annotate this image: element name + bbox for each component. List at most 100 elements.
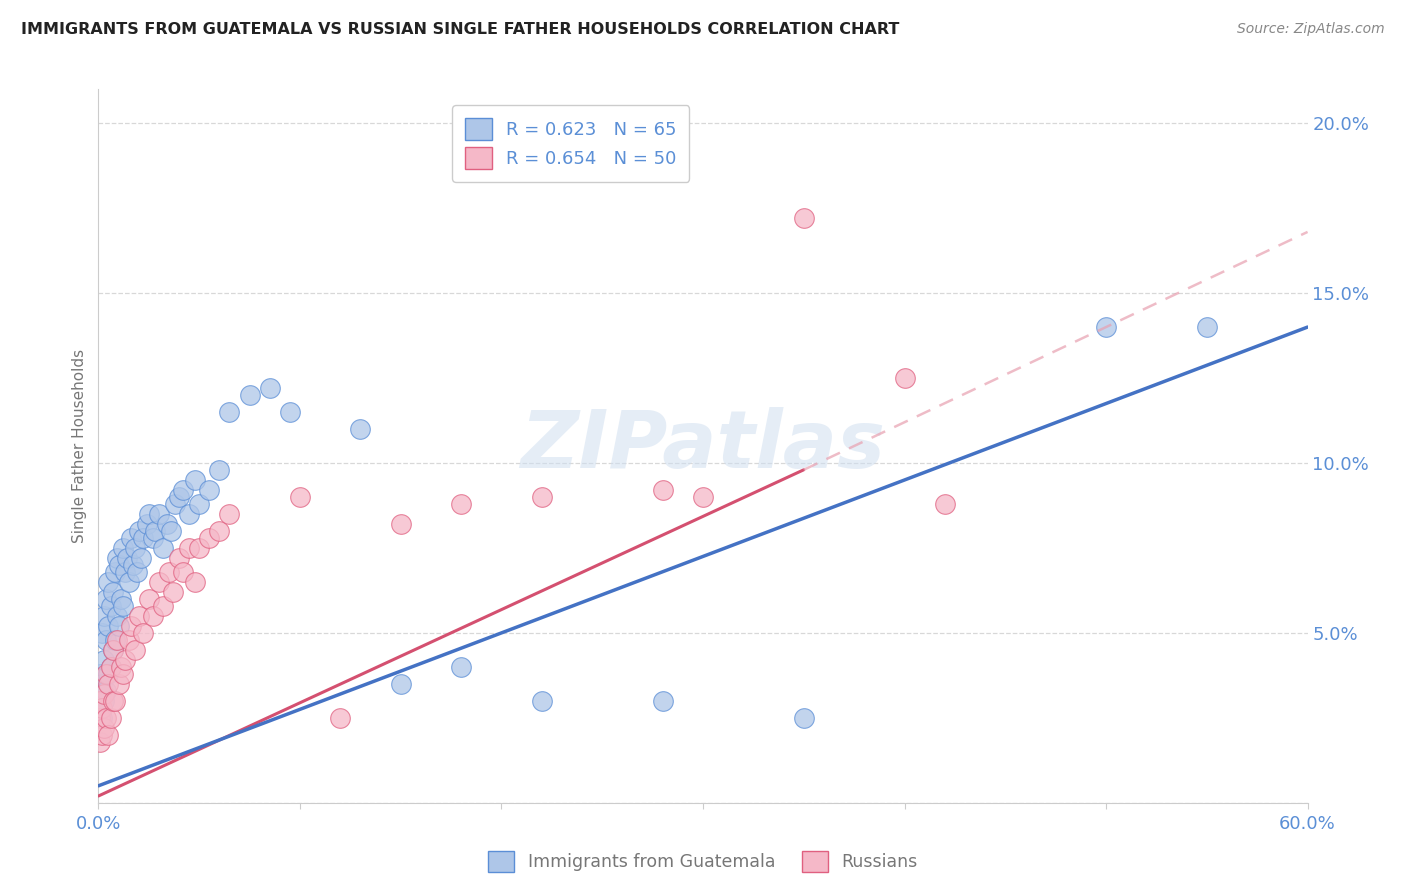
- Point: [125, 565, 148, 579]
- Point: [129, 551, 152, 566]
- Point: [152, 541, 174, 555]
- Point: [103, 565, 125, 579]
- Point: [651, 483, 673, 498]
- Point: [143, 524, 166, 538]
- Point: [163, 497, 186, 511]
- Point: [107, 619, 129, 633]
- Point: [96, 591, 118, 606]
- Point: [91, 626, 114, 640]
- Point: [157, 565, 180, 579]
- Point: [118, 574, 141, 589]
- Point: [218, 507, 240, 521]
- Point: [162, 585, 184, 599]
- Point: [89, 666, 111, 681]
- Point: [110, 660, 132, 674]
- Point: [120, 619, 142, 633]
- Point: [120, 531, 142, 545]
- Point: [97, 677, 120, 691]
- Point: [101, 643, 124, 657]
- Point: [110, 591, 132, 606]
- Legend: R = 0.623   N = 65, R = 0.654   N = 50: R = 0.623 N = 65, R = 0.654 N = 50: [453, 105, 689, 182]
- Point: [89, 711, 111, 725]
- Point: [100, 711, 122, 725]
- Point: [93, 653, 115, 667]
- Point: [111, 599, 134, 613]
- Point: [118, 632, 141, 647]
- Y-axis label: Single Father Households: Single Father Households: [72, 349, 87, 543]
- Point: [188, 497, 211, 511]
- Point: [96, 711, 118, 725]
- Point: [179, 541, 201, 555]
- Point: [103, 694, 125, 708]
- Point: [128, 608, 150, 623]
- Point: [160, 524, 183, 538]
- Point: [101, 643, 124, 657]
- Point: [893, 371, 915, 385]
- Point: [450, 660, 472, 674]
- Point: [93, 687, 115, 701]
- Point: [96, 683, 118, 698]
- Point: [124, 541, 146, 555]
- Point: [172, 565, 194, 579]
- Point: [793, 711, 815, 725]
- Point: [91, 711, 114, 725]
- Point: [96, 666, 118, 681]
- Point: [152, 599, 174, 613]
- Point: [91, 677, 114, 691]
- Point: [105, 632, 128, 647]
- Point: [105, 608, 128, 623]
- Point: [218, 405, 240, 419]
- Point: [329, 711, 352, 725]
- Point: [288, 490, 311, 504]
- Point: [142, 608, 165, 623]
- Point: [148, 507, 170, 521]
- Point: [259, 381, 281, 395]
- Point: [105, 551, 128, 566]
- Text: Source: ZipAtlas.com: Source: ZipAtlas.com: [1237, 22, 1385, 37]
- Point: [142, 531, 165, 545]
- Point: [97, 574, 120, 589]
- Point: [530, 490, 553, 504]
- Point: [651, 694, 673, 708]
- Point: [103, 632, 125, 647]
- Point: [450, 497, 472, 511]
- Point: [101, 694, 124, 708]
- Point: [91, 728, 114, 742]
- Point: [89, 694, 111, 708]
- Point: [167, 490, 190, 504]
- Point: [97, 728, 120, 742]
- Point: [114, 565, 136, 579]
- Text: IMMIGRANTS FROM GUATEMALA VS RUSSIAN SINGLE FATHER HOUSEHOLDS CORRELATION CHART: IMMIGRANTS FROM GUATEMALA VS RUSSIAN SIN…: [21, 22, 900, 37]
- Point: [111, 541, 134, 555]
- Point: [1195, 320, 1218, 334]
- Point: [793, 211, 815, 226]
- Point: [198, 483, 221, 498]
- Point: [89, 734, 111, 748]
- Point: [389, 517, 412, 532]
- Point: [107, 558, 129, 572]
- Point: [239, 388, 262, 402]
- Point: [100, 660, 122, 674]
- Point: [132, 531, 155, 545]
- Point: [121, 558, 143, 572]
- Point: [389, 677, 412, 691]
- Point: [167, 551, 190, 566]
- Point: [132, 626, 155, 640]
- Point: [107, 677, 129, 691]
- Point: [97, 619, 120, 633]
- Point: [111, 666, 134, 681]
- Point: [135, 517, 157, 532]
- Point: [184, 574, 207, 589]
- Text: ZIPatlas: ZIPatlas: [520, 407, 886, 485]
- Point: [100, 599, 122, 613]
- Point: [128, 524, 150, 538]
- Point: [156, 517, 179, 532]
- Point: [148, 574, 170, 589]
- Point: [530, 694, 553, 708]
- Point: [101, 585, 124, 599]
- Point: [89, 700, 111, 714]
- Point: [934, 497, 956, 511]
- Point: [138, 507, 160, 521]
- Point: [93, 721, 115, 735]
- Point: [124, 643, 146, 657]
